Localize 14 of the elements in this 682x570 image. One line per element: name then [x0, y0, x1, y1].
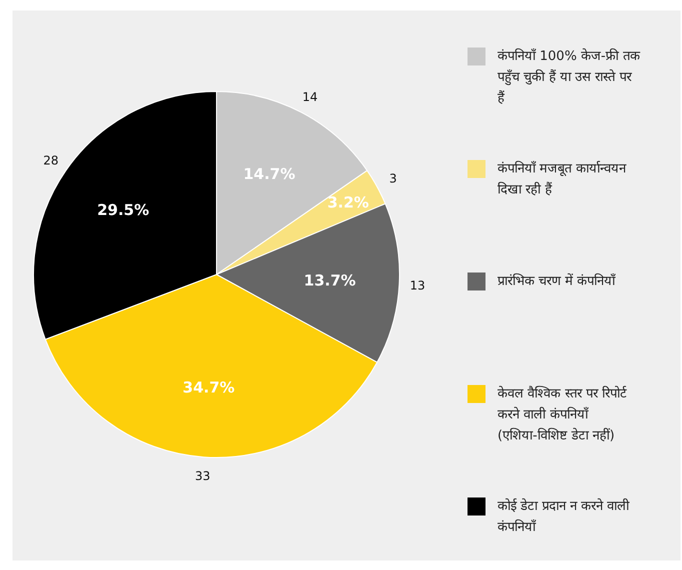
text: 3.2% — [327, 193, 369, 212]
data-label: 3 — [389, 171, 397, 186]
data-label: 33 — [194, 468, 210, 483]
data-label: 14 — [302, 90, 318, 104]
data-label: 28 — [43, 154, 58, 168]
legend-label: कोई डेटा प्रदान न करने वाली कंपनियाँ — [498, 498, 630, 535]
legend-label: कंपनियाँ मजबूत कार्यान्वयन दिखा रही हैं — [498, 160, 627, 198]
legend-label: प्रारंभिक चरण में कंपनियाँ — [498, 273, 616, 289]
legend-label: कंपनियाँ 100% केज-फ्री तक पहुँच चुकी हैं या उस रास्ते पर हैं — [498, 48, 641, 106]
text: 29.5% — [97, 201, 150, 220]
legend-label: केवल वैश्विक स्तर पर रिपोर्ट करने वाली कंपनियाँ (एशिया-विशिष्ट डेटा नहीं) — [498, 386, 628, 444]
data-label: 13 — [410, 278, 426, 292]
text: 13.7% — [304, 271, 356, 290]
text: 34.7% — [182, 378, 235, 397]
